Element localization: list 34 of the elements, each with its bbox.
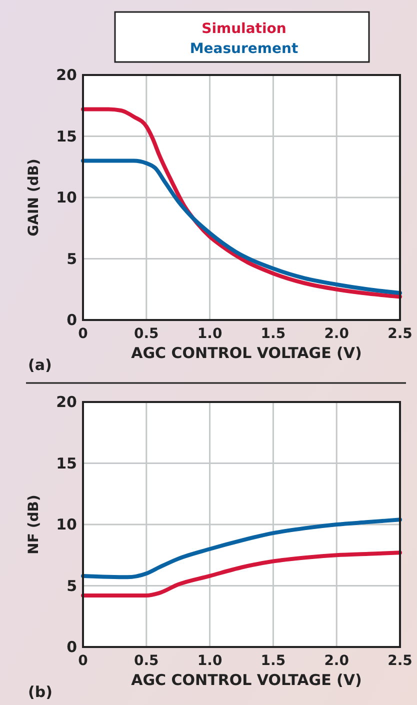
line-series [81,550,402,598]
y-tick-label: 5 [66,250,77,268]
x-tick-label: 2.0 [324,326,350,342]
y-tick-label: 5 [66,576,77,595]
y-tick-label: 0 [66,311,77,329]
text: Simulation [202,21,286,37]
y-tick-label: 15 [56,127,77,146]
line-series [81,107,402,299]
y-tick-label: 10 [56,516,77,534]
text: (b) [28,683,52,701]
x-tick-label: 0 [78,326,88,342]
text: (a) [28,356,52,374]
y-tick-label: 15 [56,454,77,472]
y-tick-label: 10 [56,188,77,206]
line-series [81,518,402,580]
x-tick-label: 1.0 [197,653,222,669]
x-tick-label: 1.5 [260,326,286,342]
y-axis-title: NF (dB) [26,494,42,554]
x-tick-label: 0 [78,653,88,669]
y-tick-label: 20 [56,393,77,411]
x-tick-label: 0.5 [134,326,159,342]
x-tick-label: 2.0 [324,653,350,669]
line-series [81,158,402,296]
x-axis-title: AGC CONTROL VOLTAGE (V) [131,344,362,362]
x-axis-title: AGC CONTROL VOLTAGE (V) [131,671,362,689]
x-tick-label: 1.5 [260,653,286,669]
y-tick-label: 20 [56,66,77,84]
text: Measurement [190,41,298,57]
y-axis-title: GAIN (dB) [26,158,42,236]
x-tick-label: 1.0 [197,326,222,342]
x-tick-label: 0.5 [134,653,159,669]
y-tick-label: 0 [66,638,77,656]
x-tick-label: 2.5 [388,326,412,342]
x-tick-label: 2.5 [388,653,412,669]
